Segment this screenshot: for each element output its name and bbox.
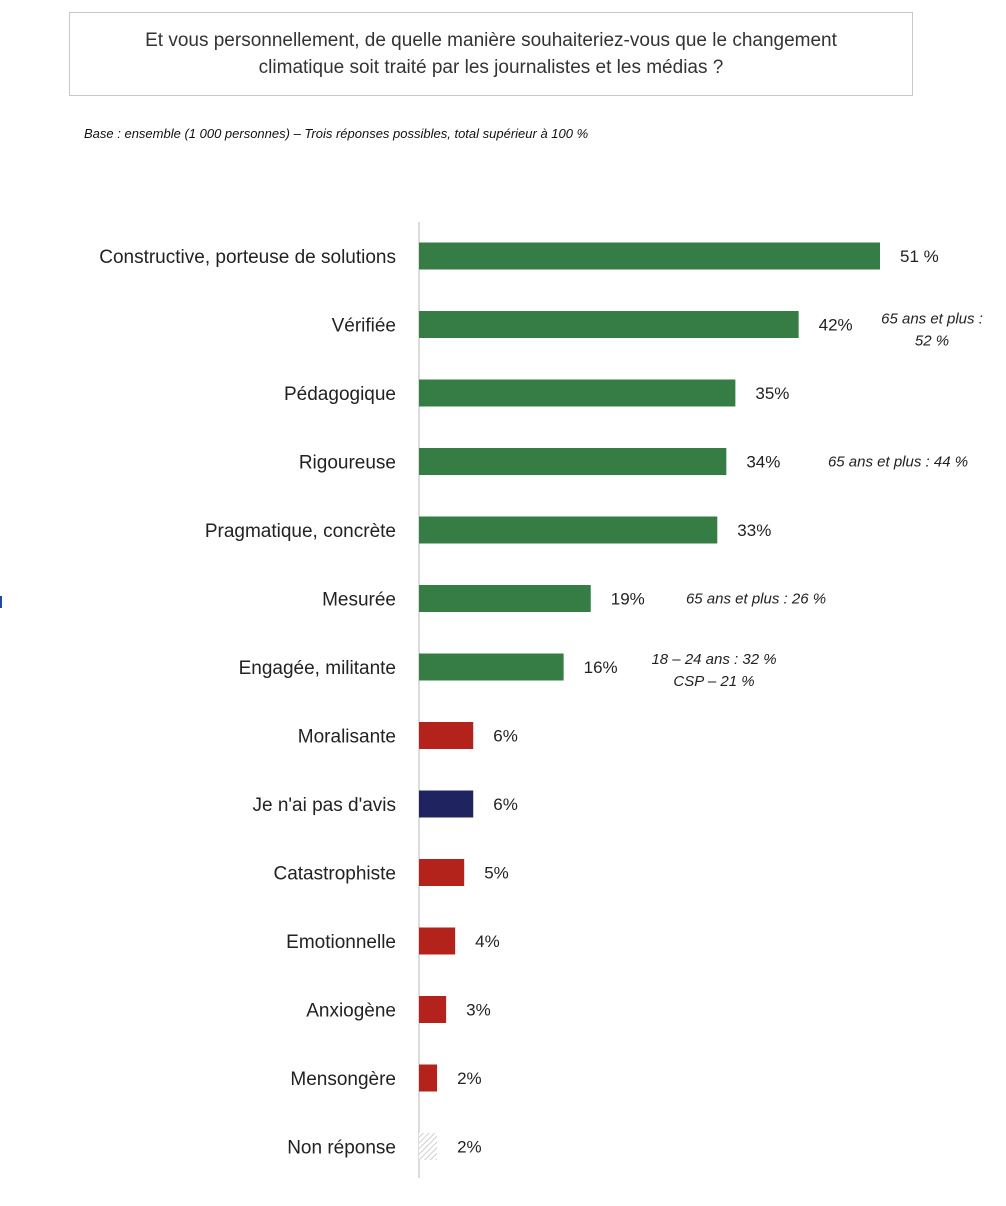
annotation-text: 65 ans et plus : [881, 311, 983, 328]
value-label: 2% [457, 1069, 482, 1088]
value-label: 6% [493, 727, 518, 746]
category-label: Moralisante [298, 727, 396, 748]
chart-subtitle: Base : ensemble (1 000 personnes) – Troi… [84, 126, 589, 141]
annotation-text: 65 ans et plus : 44 % [828, 454, 968, 471]
category-label: Pragmatique, concrète [205, 521, 396, 542]
bar-positive [419, 585, 591, 612]
category-label: Je n'ai pas d'avis [252, 795, 396, 816]
value-label: 33% [737, 521, 771, 540]
category-label: Catastrophiste [273, 864, 396, 885]
value-label: 42% [819, 316, 853, 335]
value-label: 35% [755, 384, 789, 403]
category-label: Mensongère [290, 1069, 396, 1090]
value-label: 5% [484, 864, 509, 883]
value-label: 19% [611, 590, 645, 609]
category-label: Engagée, militante [239, 658, 396, 679]
value-label: 16% [584, 658, 618, 677]
value-label: 34% [746, 453, 780, 472]
chart-title: Et vous personnellement, de quelle maniè… [145, 30, 837, 78]
category-label: Pédagogique [284, 384, 396, 405]
annotation-text: 65 ans et plus : 26 % [686, 591, 826, 608]
bar-negative [419, 927, 456, 955]
category-label: Anxiogène [306, 1001, 396, 1022]
bar-negative [419, 859, 465, 886]
bar-positive [419, 516, 718, 544]
bar-negative [419, 996, 447, 1023]
edge-marker [0, 596, 2, 608]
annotation-text: CSP – 21 % [673, 673, 754, 690]
category-label: Non réponse [287, 1138, 396, 1159]
bar-neutral [419, 790, 474, 818]
category-label: Constructive, porteuse de solutions [99, 247, 396, 268]
bar-positive [419, 379, 736, 407]
bar-negative [419, 722, 474, 749]
value-label: 6% [493, 795, 518, 814]
value-label: 2% [457, 1138, 482, 1157]
value-label: 3% [466, 1001, 491, 1020]
bar-negative [419, 1064, 438, 1092]
category-label: Mesurée [322, 590, 396, 611]
category-label: Vérifiée [332, 316, 396, 337]
bar-positive [419, 653, 564, 681]
annotation-text: 52 % [915, 333, 949, 350]
bar-positive [419, 311, 799, 338]
bar-no_answer [419, 1133, 438, 1160]
value-label: 4% [475, 932, 500, 951]
annotation-text: 18 – 24 ans : 32 % [651, 651, 776, 668]
bar-positive [419, 448, 727, 475]
category-label: Rigoureuse [299, 453, 396, 474]
category-label: Emotionnelle [286, 932, 396, 953]
question-box: Et vous personnellement, de quelle maniè… [69, 12, 913, 96]
bar-positive [419, 242, 880, 270]
value-label: 51 % [900, 247, 939, 266]
